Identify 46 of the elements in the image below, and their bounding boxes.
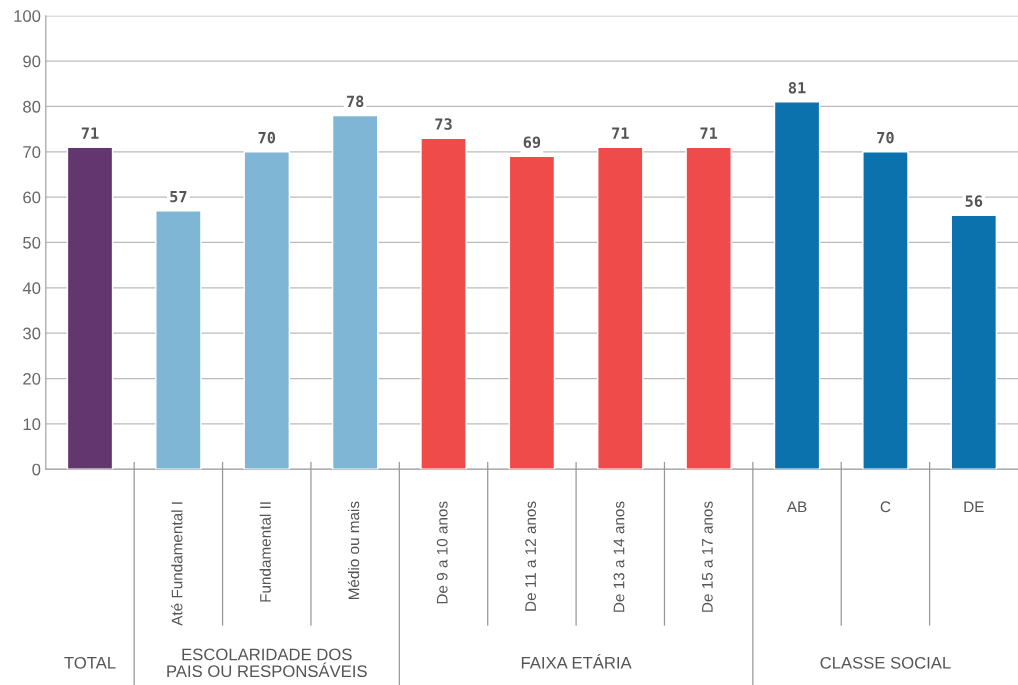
y-tick-label: 40: [22, 282, 41, 295]
y-tick-label: 70: [23, 146, 41, 158]
data-label: 70: [258, 131, 276, 144]
data-label: 71: [700, 127, 718, 139]
x-tick-label: De 13 a 14 anos: [613, 501, 625, 612]
bar: [685, 146, 732, 470]
y-tick-label: 10: [23, 418, 41, 431]
data-label: 70: [877, 131, 894, 144]
y-tick-label: 50: [23, 236, 41, 249]
x-tick-label: Fundamental II: [259, 502, 271, 602]
x-tick-label: De 9 a 10 anos: [436, 501, 448, 604]
data-label: 57: [170, 190, 187, 203]
bar: [773, 101, 821, 470]
x-tick-label: De 11 a 12 anos: [525, 501, 537, 611]
y-tick-label: 100: [14, 10, 41, 22]
data-label: 81: [788, 81, 806, 94]
y-tick-label: 80: [23, 100, 41, 113]
text: TOTAL: [64, 656, 116, 669]
bar: [331, 114, 379, 470]
data-label: 71: [612, 127, 629, 139]
y-tick-label: 20: [23, 372, 41, 385]
bar: [155, 210, 202, 470]
text: ESCOLARIDADE DOS PAIS OU RESPONSÁVEIS: [167, 648, 367, 678]
x-tick-label: Até Fundamental I: [171, 502, 183, 626]
bar: [597, 146, 644, 470]
x-tick-label: AB: [786, 501, 807, 513]
x-tick-label: Médio ou mais: [347, 501, 360, 600]
y-tick-label: 0: [32, 463, 41, 476]
x-tick-label: C: [880, 501, 891, 513]
bar: [950, 214, 998, 470]
bar: [420, 137, 467, 470]
bar: [862, 151, 909, 470]
x-tick-label: DE: [964, 501, 984, 513]
y-tick-label: 60: [23, 191, 41, 204]
x-tick-label: De 15 a 17 anos: [702, 501, 713, 612]
bar: [243, 151, 290, 470]
data-label: 71: [81, 127, 99, 139]
text: FAIXA ETÁRIA: [521, 654, 632, 669]
data-label: 56: [965, 195, 983, 207]
data-label: 73: [435, 118, 452, 130]
y-tick-label: 90: [23, 55, 41, 68]
bar: [66, 146, 114, 470]
text: CLASSE SOCIAL: [820, 656, 951, 669]
data-label: 78: [346, 95, 364, 108]
y-tick-label: 30: [23, 327, 41, 340]
data-label: 69: [523, 136, 541, 148]
